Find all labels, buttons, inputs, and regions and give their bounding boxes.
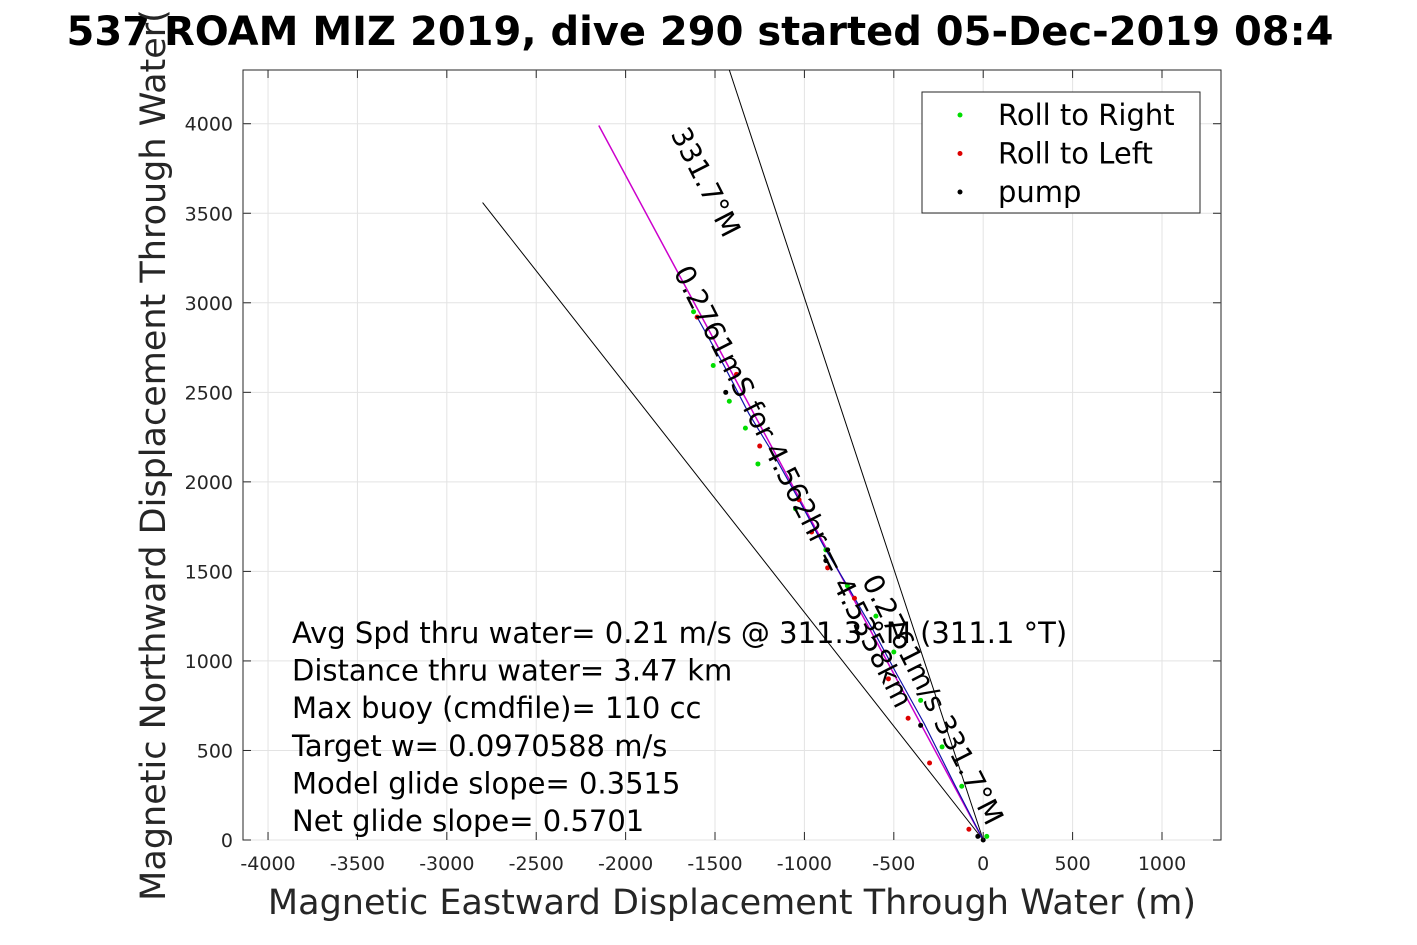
x-axis-label: Magnetic Eastward Displacement Through W… xyxy=(268,883,1196,923)
data-points xyxy=(691,309,990,843)
data-point xyxy=(742,425,748,431)
cone-lines xyxy=(482,69,984,841)
y-tick-label: 500 xyxy=(197,740,233,762)
x-tick-label: -1500 xyxy=(687,853,742,875)
x-axis-ticks: -4000 -3500 -3000 -2500 -2000 -1500 -1000 -500 0… xyxy=(240,70,1186,875)
data-point xyxy=(918,722,924,728)
legend-marker xyxy=(957,151,963,156)
cone-line xyxy=(728,69,984,841)
data-point xyxy=(975,833,981,839)
x-tick-label: -2500 xyxy=(509,853,564,875)
chart-title: 537 ROAM MIZ 2019, dive 290 started 05-D… xyxy=(67,9,1334,55)
x-tick-label: -1000 xyxy=(777,853,832,875)
data-point xyxy=(755,461,761,467)
y-axis-label: Magnetic Northward Displacement Through … xyxy=(134,9,174,901)
data-point xyxy=(792,506,798,512)
data-point xyxy=(966,826,972,832)
data-point xyxy=(825,565,831,571)
info-line: Target w= 0.0970588 m/s xyxy=(291,729,667,763)
info-line: Distance thru water= 3.47 km xyxy=(292,654,732,688)
cone-line xyxy=(482,202,984,841)
info-line: Model glide slope= 0.3515 xyxy=(292,766,680,800)
data-point xyxy=(984,833,990,839)
track-lines xyxy=(598,125,984,841)
x-tick-label: -4000 xyxy=(240,853,295,875)
legend-marker xyxy=(957,112,963,118)
data-point xyxy=(873,613,879,619)
data-point xyxy=(809,529,815,535)
data-point xyxy=(726,398,732,404)
legend-box xyxy=(921,91,1201,214)
data-point xyxy=(885,676,891,682)
data-point xyxy=(710,362,716,368)
y-axis-ticks: 0 500 1000 1500 2000 2500 3000 3500 4000 xyxy=(185,114,1221,852)
x-tick-label: 0 xyxy=(977,853,989,875)
legend-label: Roll to Right xyxy=(998,98,1175,132)
x-tick-label: -2000 xyxy=(598,853,653,875)
data-point xyxy=(796,497,802,503)
data-point xyxy=(844,583,850,589)
data-point xyxy=(939,744,945,750)
data-point xyxy=(891,649,897,655)
y-tick-label: 0 xyxy=(221,830,233,852)
data-point xyxy=(959,783,965,789)
info-line: Avg Spd thru water= 0.21 m/s @ 311.3 °M … xyxy=(292,616,1067,650)
info-line: Max buoy (cmdfile)= 110 cc xyxy=(292,691,701,725)
y-tick-label: 1000 xyxy=(185,651,233,673)
x-tick-label: 1000 xyxy=(1138,853,1186,875)
y-tick-label: 2500 xyxy=(185,382,233,404)
legend-marker xyxy=(957,189,963,195)
x-tick-label: -3000 xyxy=(419,853,474,875)
legend: Roll to Right Roll to Left pump xyxy=(921,91,1201,214)
data-point xyxy=(694,314,700,320)
y-tick-label: 1500 xyxy=(185,561,233,583)
track-line-blue xyxy=(696,316,984,841)
legend-label: Roll to Left xyxy=(998,137,1153,171)
data-point xyxy=(723,389,729,395)
data-point xyxy=(927,760,933,766)
data-point xyxy=(757,443,763,449)
info-text-block: Avg Spd thru water= 0.21 m/s @ 311.3 °M … xyxy=(291,616,1067,838)
track-line-magenta xyxy=(598,125,984,841)
data-point xyxy=(918,697,924,703)
legend-label: pump xyxy=(998,175,1081,209)
y-tick-label: 2000 xyxy=(185,472,233,494)
info-line: Net glide slope= 0.5701 xyxy=(292,804,644,838)
y-tick-label: 4000 xyxy=(185,114,233,136)
x-tick-label: -500 xyxy=(872,853,915,875)
data-point xyxy=(825,547,831,553)
data-point xyxy=(905,715,911,721)
data-point xyxy=(691,309,697,315)
x-tick-label: 500 xyxy=(1054,853,1090,875)
data-point xyxy=(823,558,829,564)
y-tick-label: 3000 xyxy=(185,293,233,315)
data-point xyxy=(851,595,857,601)
data-point xyxy=(733,371,739,377)
x-tick-label: -3500 xyxy=(330,853,385,875)
y-tick-label: 3500 xyxy=(185,203,233,225)
